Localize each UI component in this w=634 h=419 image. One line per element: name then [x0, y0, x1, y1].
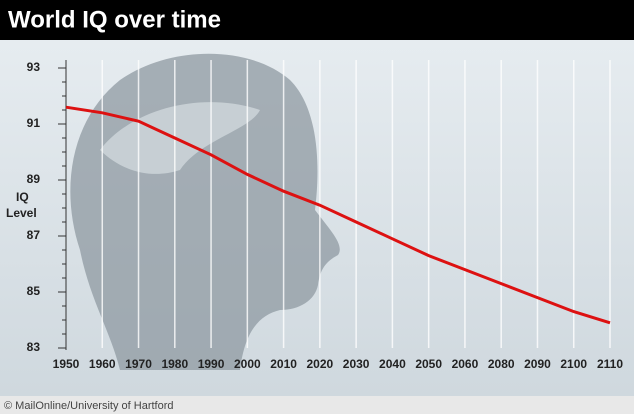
- x-tick-label: 1990: [198, 357, 225, 371]
- x-tick-label: 2040: [379, 357, 406, 371]
- x-tick-label: 2090: [524, 357, 551, 371]
- title-bar: [0, 0, 634, 40]
- y-tick-label: 89: [27, 172, 41, 186]
- y-tick-label: 93: [27, 60, 41, 74]
- x-tick-label: 2050: [415, 357, 442, 371]
- y-tick-label: 91: [27, 116, 41, 130]
- chart-title: World IQ over time: [8, 6, 221, 33]
- x-tick-label: 2010: [270, 357, 297, 371]
- globe-shape: [100, 102, 260, 174]
- x-tick-label: 2030: [343, 357, 370, 371]
- x-tick-label: 2060: [452, 357, 479, 371]
- y-tick-label: 85: [27, 284, 41, 298]
- x-tick-label: 2000: [234, 357, 261, 371]
- x-tick-label: 2020: [307, 357, 334, 371]
- x-tick-label: 2110: [597, 357, 623, 371]
- data-line: [65, 105, 611, 325]
- x-tick-label: 1950: [53, 357, 80, 371]
- x-tick-label: 1970: [125, 357, 152, 371]
- x-tick-label: 1960: [89, 357, 116, 371]
- source: © MailOnline/University of Hartford: [4, 400, 174, 412]
- x-tick-label: 1980: [161, 357, 188, 371]
- y-label: Level: [6, 206, 37, 220]
- y-tick-label: 87: [27, 228, 41, 242]
- footer: [0, 396, 634, 414]
- y-tick-label: 83: [27, 340, 41, 354]
- y-label: IQ: [16, 190, 29, 204]
- x-tick-label: 2100: [560, 357, 587, 371]
- x-tick-label: 2080: [488, 357, 515, 371]
